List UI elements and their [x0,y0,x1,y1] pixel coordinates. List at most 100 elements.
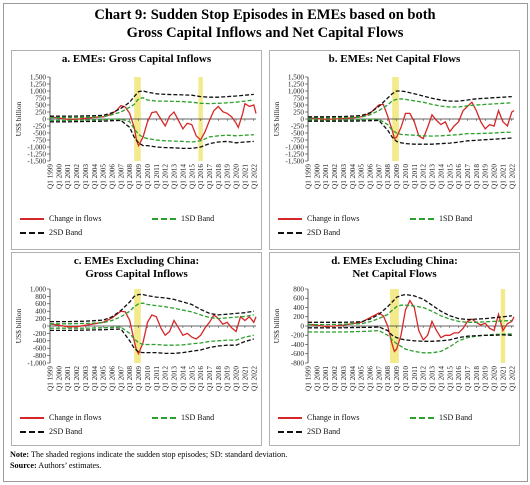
y-tick-label: -1,250 [27,150,46,158]
x-tick-label: Q1 2020 [491,164,499,189]
y-tick-label: -500 [33,129,47,137]
x-tick-label: Q1 2011 [153,366,161,391]
x-tick-label: Q1 2005 [100,366,108,391]
x-tick-label: Q1 2013 [429,164,437,189]
x-tick-label: Q1 2008 [384,366,392,391]
legend-1sd-item: 1SD Band [410,214,472,223]
x-tick-label: Q1 2017 [464,366,472,391]
panel-a: a. EMEs: Gross Capital Inflows -1,500 -1,… [11,50,262,250]
note-text: The shaded regions indicate the sudden s… [31,450,288,459]
x-tick-label: Q1 2019 [224,366,232,391]
x-tick-label: Q1 2021 [241,366,249,391]
x-tick-label: Q1 2013 [429,366,437,391]
x-tick-label: Q1 2020 [491,366,499,391]
series-change-in-flows [307,101,515,140]
legend-1sd-item: 1SD Band [152,214,214,223]
panel-d-title-line1: d. EMEs Excluding China: [331,255,458,267]
legend-2sd-item: 2SD Band [20,427,82,436]
y-tick-label: 400 [35,308,46,316]
x-tick-label: Q1 2015 [188,366,196,391]
panel-c-title: c. EMEs Excluding China: Gross Capital I… [12,255,261,281]
legend-change-item: Change in flows [20,214,101,223]
legend-change-item: Change in flows [20,413,101,422]
y-axis-title: US$ billion [14,101,23,136]
x-tick-label: Q1 2003 [340,164,348,189]
legend-2sd-label: 2SD Band [49,228,83,237]
legend-2sd-item: 2SD Band [278,228,340,237]
x-tick-label: Q1 2017 [206,164,214,189]
x-tick-label: Q1 2016 [455,164,463,189]
x-tick-label: Q1 2009 [393,164,401,189]
x-tick-label: Q1 1999 [47,366,55,391]
y-axis-title: US$ billion [14,308,23,343]
legend-change-item: Change in flows [278,214,359,223]
y-tick-label: 0 [300,115,304,123]
x-tick-label: Q1 2013 [171,164,179,189]
x-tick-label: Q1 2019 [482,366,490,391]
x-tick-label: Q1 2016 [455,366,463,391]
y-tick-label: -250 [33,122,47,130]
x-tick-label: Q1 2017 [464,164,472,189]
x-tick-label: Q1 2018 [215,164,223,189]
x-tick-label: Q1 2010 [144,366,152,391]
x-tick-label: Q1 2007 [375,164,383,189]
x-tick-label: Q1 2013 [171,366,179,391]
x-tick-label: Q1 2001 [64,164,72,189]
source-text: Authors’ estimates. [38,461,102,470]
x-tick-label: Q1 2007 [117,366,125,391]
source-line: Source: Authors’ estimates. [10,460,287,471]
x-tick-label: Q1 2005 [358,164,366,189]
y-tick-label: 500 [293,101,304,109]
y-tick-label: 750 [35,94,46,102]
x-tick-label: Q1 2002 [331,366,339,391]
panel-b: b. EMEs: Net Capital Flows -1,500 -1,250-… [269,50,520,250]
y-tick-label: 750 [293,94,304,102]
x-tick-label: Q1 2005 [358,366,366,391]
legend-2sd-swatch [278,431,302,434]
y-tick-label: 200 [293,313,304,321]
y-tick-label: 500 [35,101,46,109]
panel-c-plot: -1,000-800-600-400-20002004006008001,000… [14,285,258,391]
x-tick-label: Q1 2014 [179,366,187,391]
panel-b-title: b. EMEs: Net Capital Flows [328,53,461,65]
x-tick-label: Q1 2002 [331,164,339,189]
y-tick-label: 800 [35,293,46,301]
series-1sd-band [50,326,254,346]
legend-1sd-label: 1SD Band [439,413,473,422]
panel-c-title-line2: Gross Capital Inflows [85,268,188,280]
x-tick-label: Q1 2022 [250,164,258,189]
x-tick-label: Q1 2010 [402,366,410,391]
y-tick-label: 0 [42,322,46,330]
y-tick-label: -1,000 [27,143,46,151]
x-tick-label: Q1 2009 [393,366,401,391]
legend-change-swatch [278,417,302,420]
x-tick-label: Q1 2000 [313,366,321,391]
x-tick-label: Q1 2007 [375,366,383,391]
legend-1sd-label: 1SD Band [181,413,215,422]
x-tick-label: Q1 2006 [367,366,375,391]
y-tick-label: -600 [291,350,305,358]
x-tick-label: Q1 2009 [135,366,143,391]
series-2sd-band [50,328,254,355]
x-tick-label: Q1 2010 [402,164,410,189]
y-tick-label: -500 [291,129,305,137]
panel-d: d. EMEs Excluding China: Net Capital Flo… [269,252,520,446]
x-tick-label: Q1 2003 [82,164,90,189]
x-tick-label: Q1 2014 [179,164,187,189]
panel-b-plot: -1,500-1,250-1,000-750-500-2500250500750… [272,73,516,189]
legend-change-label: Change in flows [307,413,360,422]
x-tick-label: Q1 1999 [47,164,55,189]
note-label: Note: [10,450,30,459]
x-tick-label: Q1 2014 [437,164,445,189]
y-tick-label: -1,500 [27,157,46,165]
y-tick-label: -750 [291,136,305,144]
legend-1sd-item: 1SD Band [410,413,472,422]
y-tick-label: 800 [293,285,304,293]
y-tick-label: 600 [293,295,304,303]
x-tick-label: Q1 2012 [420,164,428,189]
x-tick-label: Q1 2003 [340,366,348,391]
x-tick-label: Q1 2015 [446,164,454,189]
y-tick-label: -250 [291,122,305,130]
y-tick-label: -400 [291,341,305,349]
